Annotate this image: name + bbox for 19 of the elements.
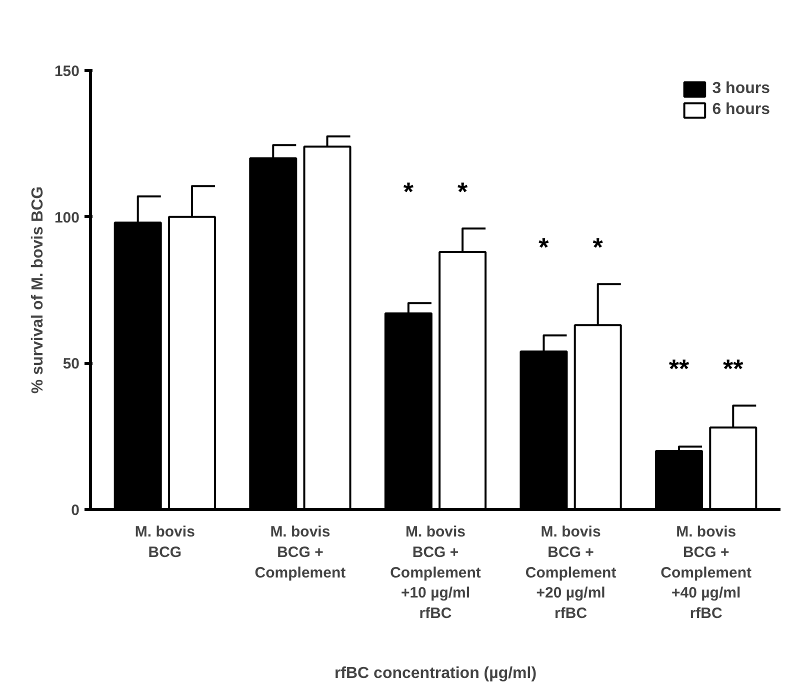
x-tick-label: M. bovis BCG + Complement +20 µg/ml rfBC	[525, 524, 616, 622]
annotation: **	[723, 354, 744, 384]
legend-label: 3 hours	[712, 80, 770, 98]
annotation: *	[403, 176, 414, 207]
x-axis-title: rfBC concentration (µg/ml)	[334, 665, 537, 682]
y-tick-label: 150	[54, 63, 80, 80]
annotation: *	[592, 232, 604, 262]
annotation: **	[668, 354, 690, 384]
annotation: *	[458, 176, 468, 207]
y-tick-label: 100	[54, 209, 80, 226]
x-tick-label: M. bovis BCG + Complement +40 µg/ml rfBC	[660, 524, 752, 622]
y-tick-label: 0	[71, 502, 80, 519]
y-axis-title: % survival of M. bovis BCG	[29, 186, 46, 394]
y-tick-label: 50	[62, 356, 80, 373]
x-tick-label: M. bovis BCG + Complement	[254, 524, 346, 582]
x-tick-label: M. bovis BCG	[134, 524, 195, 561]
legend-label: 6 hours	[712, 101, 770, 119]
x-tick-label: M. bovis BCG + Complement +10 µg/ml rfBC	[390, 524, 481, 622]
annotation: *	[538, 232, 550, 262]
